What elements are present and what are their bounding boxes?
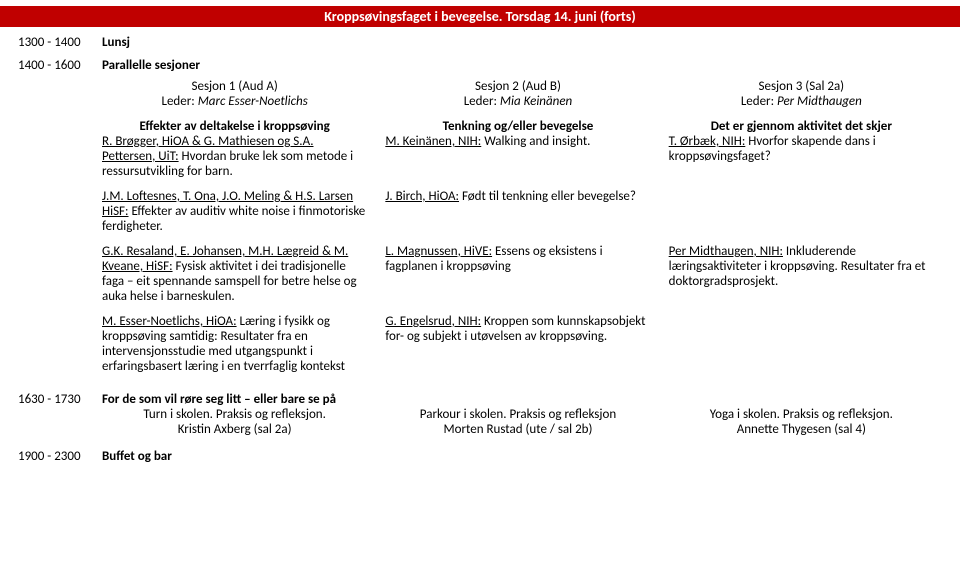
activity-line2: Annette Thygesen (sal 4) <box>669 422 934 437</box>
talk: J.M. Loftesnes, T. Ona, J.O. Meling & H.… <box>102 189 375 234</box>
row-label: For de som vil røre seg litt – eller bar… <box>102 392 367 407</box>
talk: J. Birch, HiOA: Født til tenkning eller … <box>385 189 658 234</box>
talk-author: Per Midthaugen, NIH: <box>669 244 783 259</box>
session-col-1: Sesjon 1 (Aud A) Leder: Marc Esser-Noetl… <box>102 79 375 109</box>
talk: T. Ørbæk, NIH: Hvorfor skapende dans i k… <box>669 134 942 179</box>
topic-3: Det er gjennom aktivitet det skjer <box>669 119 942 134</box>
activity-col-3: Yoga i skolen. Praksis og refleksjon. An… <box>669 407 942 437</box>
activity-line1: Parkour i skolen. Praksis og refleksjon <box>385 407 650 422</box>
session-title: Sesjon 3 (Sal 2a) <box>669 79 934 94</box>
session-headers: Sesjon 1 (Aud A) Leder: Marc Esser-Noetl… <box>102 79 942 109</box>
talk-author: T. Ørbæk, NIH: <box>669 134 746 149</box>
time: 1300 - 1400 <box>18 35 102 50</box>
session-col-2: Sesjon 2 (Aud B) Leder: Mia Keinänen <box>385 79 658 109</box>
topic-1: Effekter av deltakelse i kroppsøving <box>102 119 375 134</box>
time: 1900 - 2300 <box>18 449 102 464</box>
talk: M. Keinänen, NIH: Walking and insight. <box>385 134 658 179</box>
talk: M. Esser-Noetlichs, HiOA: Læring i fysik… <box>102 314 375 374</box>
talk-text: Effekter av auditiv white noise i finmot… <box>102 204 365 234</box>
content-row-1: R. Brøgger, HiOA & G. Mathiesen og S.A. … <box>102 134 942 179</box>
talk: Per Midthaugen, NIH: Inkluderende læring… <box>669 244 942 304</box>
talk: R. Brøgger, HiOA & G. Mathiesen og S.A. … <box>102 134 375 179</box>
activity-col-1: For de som vil røre seg litt – eller bar… <box>102 392 375 437</box>
activity-line1: Yoga i skolen. Praksis og refleksjon. <box>669 407 934 422</box>
row-sessions: 1400 - 1600 Parallelle sesjoner Sesjon 1… <box>18 58 942 384</box>
activity-line2: Morten Rustad (ute / sal 2b) <box>385 422 650 437</box>
content-row-3: G.K. Resaland, E. Johansen, M.H. Lægreid… <box>102 244 942 304</box>
talk-text: Walking and insight. <box>481 134 590 149</box>
topic-2: Tenkning og/eller bevegelse <box>385 119 658 134</box>
talk-author: M. Esser-Noetlichs, HiOA: <box>102 314 237 329</box>
content-row-2: J.M. Loftesnes, T. Ona, J.O. Meling & H.… <box>102 189 942 234</box>
talk-author: G. Engelsrud, NIH: <box>385 314 481 329</box>
row-label: Parallelle sesjoner <box>102 58 942 73</box>
session-title: Sesjon 2 (Aud B) <box>385 79 650 94</box>
talk: L. Magnussen, HiVE: Essens og eksistens … <box>385 244 658 304</box>
header-bar: Kroppsøvingsfaget i bevegelse. Torsdag 1… <box>0 6 960 27</box>
session-title: Sesjon 1 (Aud A) <box>102 79 367 94</box>
activity-line1: Turn i skolen. Praksis og refleksjon. <box>102 407 367 422</box>
session-leader: Leder: Per Midthaugen <box>669 94 934 109</box>
row-lunsj: 1300 - 1400 Lunsj <box>18 35 942 50</box>
talk-text: Født til tenkning eller bevegelse? <box>459 189 636 204</box>
row-label: Buffet og bar <box>102 449 942 464</box>
activity-col-2: Parkour i skolen. Praksis og refleksjon … <box>385 407 658 437</box>
activity-line2: Kristin Axberg (sal 2a) <box>102 422 367 437</box>
time: 1400 - 1600 <box>18 58 102 384</box>
talk-author: L. Magnussen, HiVE: <box>385 244 492 259</box>
talk: G. Engelsrud, NIH: Kroppen som kunnskaps… <box>385 314 658 374</box>
content-row-4: M. Esser-Noetlichs, HiOA: Læring i fysik… <box>102 314 942 374</box>
session-leader: Leder: Mia Keinänen <box>385 94 650 109</box>
session-col-3: Sesjon 3 (Sal 2a) Leder: Per Midthaugen <box>669 79 942 109</box>
talk-author: J. Birch, HiOA: <box>385 189 459 204</box>
topic-headers: Effekter av deltakelse i kroppsøving Ten… <box>102 119 942 134</box>
time: 1630 - 1730 <box>18 392 102 437</box>
talk-author: M. Keinänen, NIH: <box>385 134 481 149</box>
row-label: Lunsj <box>102 35 942 50</box>
talk: G.K. Resaland, E. Johansen, M.H. Lægreid… <box>102 244 375 304</box>
session-leader: Leder: Marc Esser-Noetlichs <box>102 94 367 109</box>
row-buffet: 1900 - 2300 Buffet og bar <box>18 449 942 464</box>
row-activity: 1630 - 1730 For de som vil røre seg litt… <box>18 392 942 437</box>
